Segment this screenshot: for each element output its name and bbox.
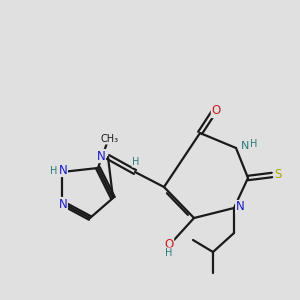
Text: H: H xyxy=(165,248,173,258)
Text: S: S xyxy=(274,169,282,182)
Text: N: N xyxy=(236,200,244,214)
Text: N: N xyxy=(241,141,249,151)
Text: N: N xyxy=(58,197,68,211)
Text: N: N xyxy=(97,149,105,163)
Text: CH₃: CH₃ xyxy=(101,134,119,144)
Text: H: H xyxy=(250,139,258,149)
Text: N: N xyxy=(58,164,68,176)
Text: O: O xyxy=(164,238,174,250)
Text: O: O xyxy=(212,104,220,118)
Text: H: H xyxy=(50,166,58,176)
Text: H: H xyxy=(132,157,140,167)
